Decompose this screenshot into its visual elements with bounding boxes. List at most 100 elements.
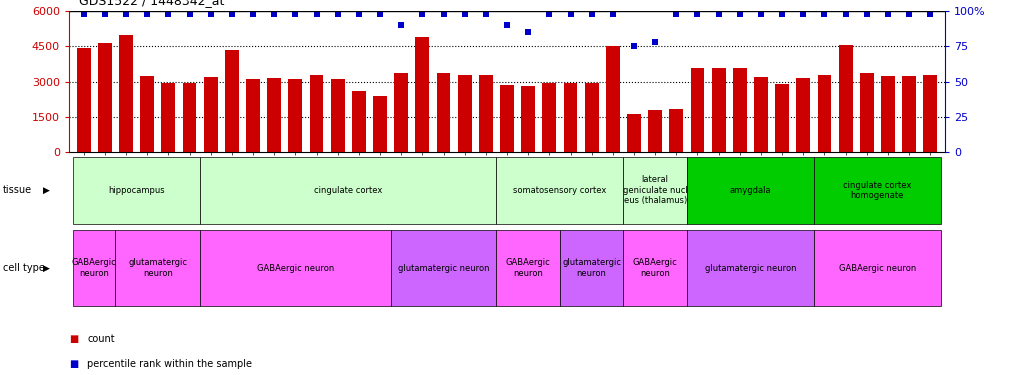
Bar — [98, 43, 111, 152]
Point — [626, 44, 642, 50]
Text: amygdala: amygdala — [729, 186, 771, 195]
Text: cell type: cell type — [3, 263, 45, 273]
Bar — [670, 108, 683, 152]
Bar — [225, 50, 239, 152]
Bar — [352, 91, 366, 152]
Text: tissue: tissue — [3, 185, 32, 195]
Bar — [310, 75, 323, 152]
Bar — [415, 37, 430, 152]
Point — [97, 11, 113, 17]
Bar — [182, 83, 197, 152]
Bar — [627, 114, 641, 152]
Bar — [560, 230, 623, 306]
Point — [393, 22, 409, 28]
Bar — [860, 74, 873, 152]
Point — [669, 11, 685, 17]
Bar — [141, 76, 154, 152]
Bar — [201, 157, 496, 224]
Bar — [161, 83, 175, 152]
Bar — [691, 68, 704, 152]
Bar — [563, 83, 577, 152]
Bar — [813, 157, 941, 224]
Bar — [120, 35, 133, 152]
Bar — [839, 45, 853, 152]
Text: glutamatergic neuron: glutamatergic neuron — [398, 264, 489, 273]
Bar — [817, 75, 832, 152]
Bar — [903, 76, 916, 152]
Bar — [246, 79, 260, 152]
Bar — [648, 110, 663, 152]
Bar — [331, 79, 344, 152]
Bar — [289, 79, 302, 152]
Bar — [522, 86, 535, 152]
Text: ▶: ▶ — [43, 264, 50, 273]
Point — [457, 11, 473, 17]
Bar — [687, 157, 813, 224]
Point — [436, 11, 452, 17]
Text: cingulate cortex: cingulate cortex — [314, 186, 383, 195]
Point — [118, 11, 134, 17]
Point — [774, 11, 790, 17]
Point — [245, 11, 261, 17]
Bar — [115, 230, 201, 306]
Text: GABAergic
neuron: GABAergic neuron — [72, 258, 116, 278]
Text: hippocampus: hippocampus — [108, 186, 165, 195]
Bar — [437, 74, 451, 152]
Point — [710, 11, 726, 17]
Bar — [77, 48, 90, 152]
Bar — [775, 84, 789, 152]
Point — [308, 11, 324, 17]
Point — [498, 22, 515, 28]
Point — [562, 11, 578, 17]
Text: GABAergic neuron: GABAergic neuron — [839, 264, 916, 273]
Point — [203, 11, 219, 17]
Point — [139, 11, 155, 17]
Text: glutamatergic
neuron: glutamatergic neuron — [129, 258, 187, 278]
Point — [266, 11, 283, 17]
Bar — [201, 230, 391, 306]
Bar — [373, 96, 387, 152]
Bar — [479, 75, 492, 152]
Bar — [813, 230, 941, 306]
Point — [224, 11, 240, 17]
Point — [838, 11, 854, 17]
Text: somatosensory cortex: somatosensory cortex — [514, 186, 607, 195]
Bar — [73, 157, 201, 224]
Bar — [542, 83, 556, 152]
Point — [795, 11, 811, 17]
Point — [160, 11, 176, 17]
Bar — [623, 157, 687, 224]
Bar — [712, 68, 725, 152]
Bar — [796, 78, 810, 152]
Point — [690, 11, 706, 17]
Bar — [204, 77, 218, 152]
Text: GDS1522 / 1448342_at: GDS1522 / 1448342_at — [79, 0, 225, 8]
Point — [520, 29, 536, 35]
Point — [605, 11, 621, 17]
Point — [478, 11, 494, 17]
Bar — [623, 230, 687, 306]
Text: percentile rank within the sample: percentile rank within the sample — [87, 359, 252, 369]
Bar — [585, 83, 599, 152]
Bar — [733, 68, 747, 152]
Text: cingulate cortex
homogenate: cingulate cortex homogenate — [843, 181, 912, 200]
Bar — [496, 157, 623, 224]
Point — [816, 11, 833, 17]
Text: glutamatergic
neuron: glutamatergic neuron — [562, 258, 621, 278]
Point — [583, 11, 600, 17]
Text: ■: ■ — [69, 359, 78, 369]
Point — [329, 11, 345, 17]
Point — [350, 11, 367, 17]
Text: GABAergic
neuron: GABAergic neuron — [505, 258, 550, 278]
Text: glutamatergic neuron: glutamatergic neuron — [705, 264, 796, 273]
Point — [288, 11, 304, 17]
Bar — [394, 74, 408, 152]
Point — [731, 11, 748, 17]
Bar — [881, 76, 894, 152]
Text: lateral
geniculate nucl
eus (thalamus): lateral geniculate nucl eus (thalamus) — [623, 176, 688, 205]
Point — [647, 39, 664, 45]
Text: ■: ■ — [69, 334, 78, 344]
Bar — [496, 230, 560, 306]
Text: ▶: ▶ — [43, 186, 50, 195]
Bar — [267, 78, 281, 152]
